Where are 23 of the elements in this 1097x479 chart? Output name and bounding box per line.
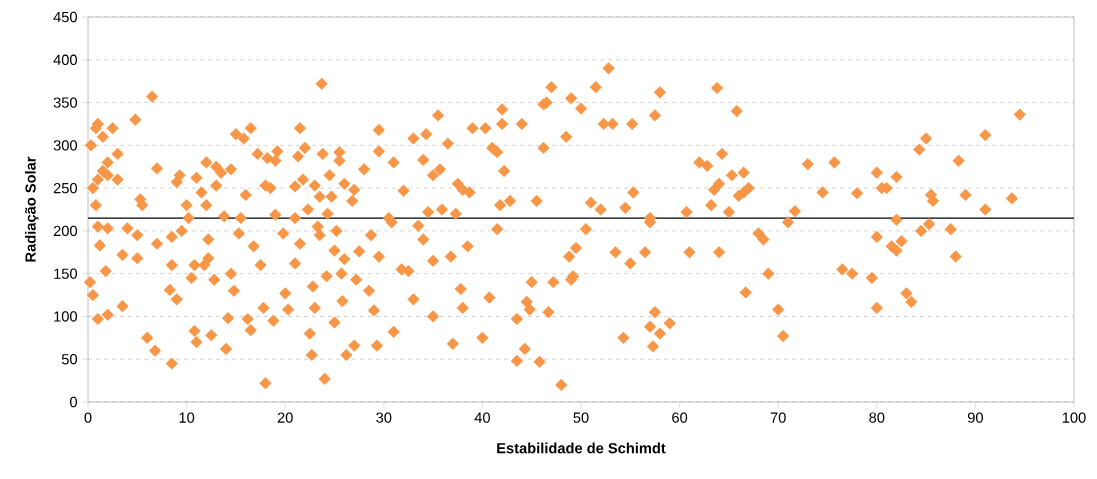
- y-tick-label: 450: [53, 11, 78, 23]
- y-tick-label: 100: [54, 311, 78, 322]
- x-tick-label: 70: [770, 412, 786, 423]
- y-tick-label: 300: [53, 140, 78, 151]
- y-tick-label: 50: [61, 354, 78, 365]
- y-tick-label: 150: [54, 268, 78, 279]
- x-tick-label: 20: [277, 412, 293, 423]
- y-axis-title: Radiação Solar: [24, 156, 39, 262]
- x-tick-label: 100: [1062, 412, 1086, 423]
- x-axis-title: Estabilidade de Schimdt: [497, 442, 666, 454]
- x-tick-label: 50: [573, 412, 589, 423]
- x-tick-label: 30: [376, 412, 392, 423]
- x-tick-label: 60: [672, 412, 688, 423]
- y-tick-label: 200: [53, 225, 78, 237]
- x-tick-label: 0: [84, 412, 92, 423]
- x-tick-label: 40: [474, 412, 490, 423]
- y-tick-label: 350: [53, 97, 78, 108]
- y-tick-label: 0: [70, 396, 78, 408]
- y-tick-label: 250: [53, 182, 78, 194]
- y-tick-label: 400: [53, 54, 78, 65]
- x-tick-label: 80: [869, 412, 885, 423]
- x-tick-label: 90: [967, 412, 983, 423]
- x-tick-label: 10: [179, 412, 195, 423]
